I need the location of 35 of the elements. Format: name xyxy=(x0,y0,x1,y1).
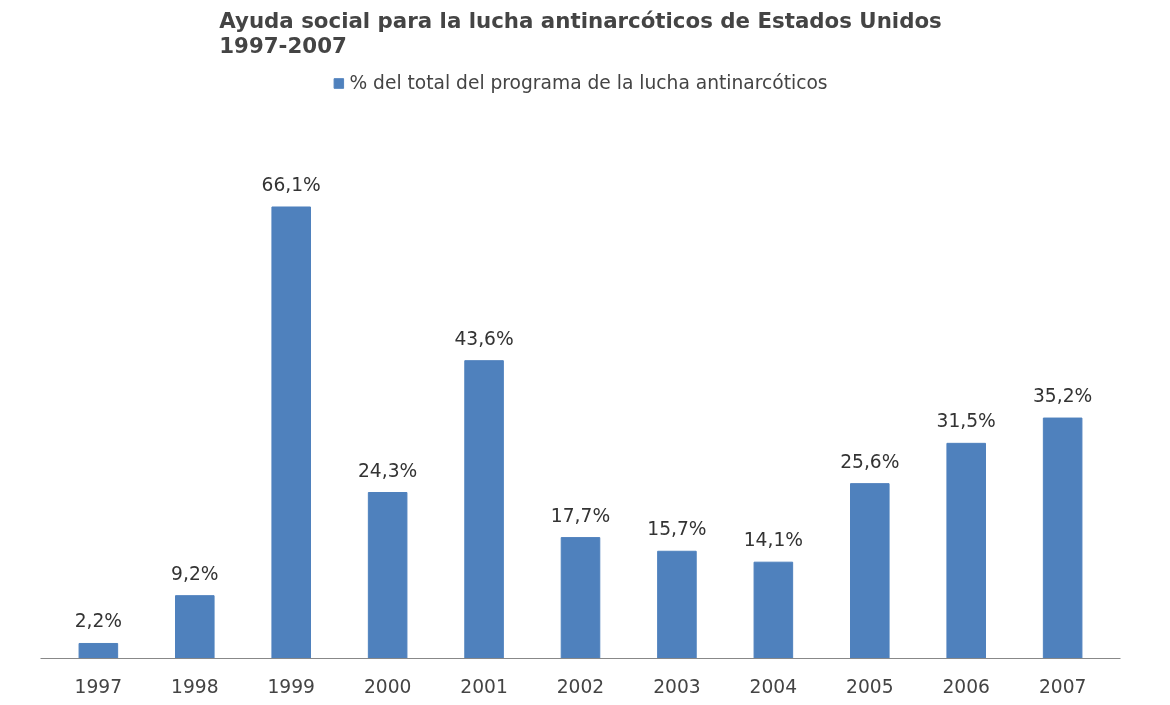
bar xyxy=(850,483,890,659)
x-tick-label: 1999 xyxy=(267,675,315,697)
x-tick-label: 2004 xyxy=(749,675,798,697)
data-label: 15,7% xyxy=(647,518,707,540)
bar xyxy=(464,360,504,659)
legend-label: % del total del programa de la lucha antinarcóticos xyxy=(349,72,828,93)
data-label: 14,1% xyxy=(743,529,804,551)
data-label: 24,3% xyxy=(358,459,418,481)
x-tick-label: 1997 xyxy=(74,675,123,697)
data-label: 2,2% xyxy=(74,610,123,632)
data-label: 66,1% xyxy=(261,173,321,195)
bar xyxy=(1042,417,1083,659)
data-label: 35,2% xyxy=(1033,385,1093,407)
x-tick-label: 2001 xyxy=(460,675,508,697)
bar xyxy=(560,537,601,659)
bar xyxy=(657,550,697,659)
bar xyxy=(271,206,311,659)
data-label: 25,6% xyxy=(840,450,900,472)
bar xyxy=(78,642,119,659)
bar xyxy=(946,442,986,659)
data-label: 31,5% xyxy=(936,410,996,432)
x-tick-label: 2000 xyxy=(363,675,412,697)
data-label: 43,6% xyxy=(454,327,514,349)
x-tick-label: 2006 xyxy=(942,675,990,697)
x-tick-label: 2007 xyxy=(1038,675,1087,697)
bar xyxy=(367,492,408,659)
bar xyxy=(175,595,215,659)
x-tick-label: 2005 xyxy=(846,675,894,697)
chart-title: Ayuda social para la lucha antinarcóticos de Estados Unidos 1997-2007 xyxy=(219,7,942,58)
x-tick-label: 1998 xyxy=(171,675,219,697)
x-tick-label: 2003 xyxy=(653,675,701,697)
data-label: 17,7% xyxy=(550,504,611,526)
x-tick-label: 2002 xyxy=(556,675,605,697)
data-label: 9,2% xyxy=(171,562,219,584)
bar xyxy=(753,561,794,659)
